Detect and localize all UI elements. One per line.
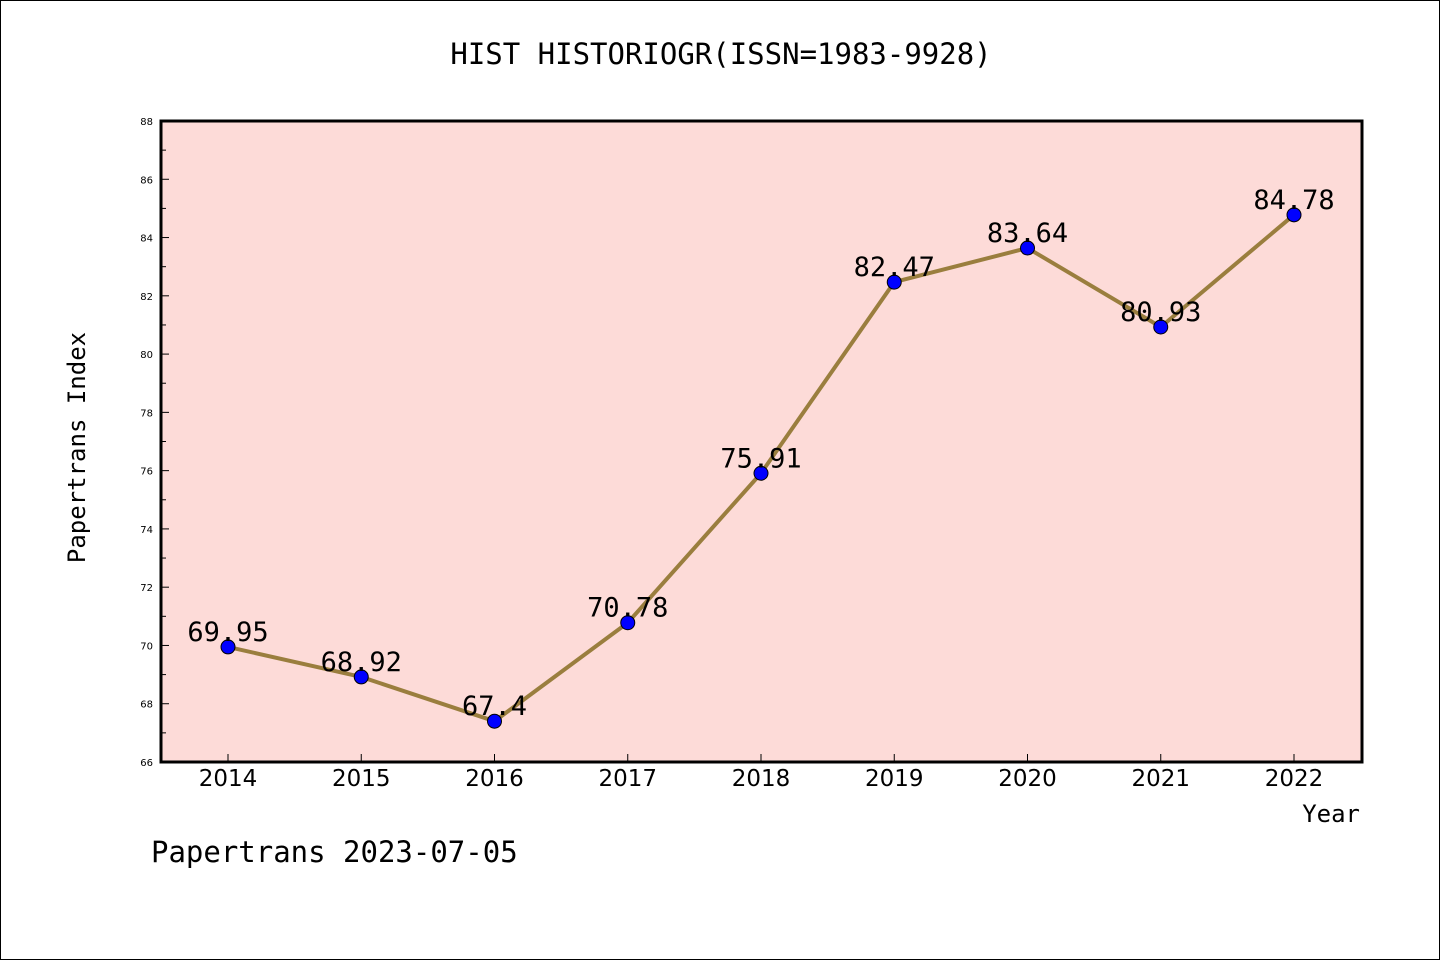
- y-tick-label: 84: [140, 234, 153, 245]
- data-label: 80.93: [1120, 297, 1201, 328]
- data-label: 69.95: [187, 617, 268, 648]
- y-tick-label: 66: [140, 758, 153, 769]
- data-point: [1286, 207, 1302, 223]
- data-label: 70.78: [587, 593, 668, 624]
- x-axis: 2014 2015 2016 2017 2018 2019 2020 2021 2022: [199, 754, 1324, 792]
- y-tick-label: 68: [140, 700, 153, 711]
- data-label: 83.64: [987, 218, 1068, 249]
- y-tick-label: 88: [140, 117, 153, 128]
- y-axis-label: Papertrans Index: [63, 332, 91, 563]
- x-tick-label: 2022: [1265, 766, 1324, 792]
- x-tick-label: 2017: [598, 766, 657, 792]
- y-tick-label: 78: [140, 408, 153, 419]
- data-label: 68.92: [321, 647, 402, 678]
- data-label: 84.78: [1253, 185, 1334, 216]
- y-tick-label: 70: [140, 641, 153, 652]
- footer-text: Papertrans 2023-07-05: [151, 835, 518, 869]
- data-point: [487, 713, 502, 729]
- data-label: 67.4: [462, 691, 527, 722]
- x-tick-label: 2019: [865, 766, 924, 792]
- x-tick-label: 2021: [1131, 766, 1190, 792]
- data-labels: 69.95 68.92 67.4 70.78 75.91 82.47 83.64 80.93 8…: [187, 185, 1334, 722]
- x-tick-label: 2016: [465, 766, 524, 792]
- y-tick-label: 80: [140, 350, 153, 361]
- data-label: 75.91: [720, 443, 801, 474]
- y-tick-label: 74: [140, 525, 153, 536]
- chart-title: HIST HISTORIOGR(ISSN=1983-9928): [450, 37, 992, 71]
- y-tick-label: 76: [140, 467, 153, 478]
- x-tick-label: 2020: [998, 766, 1057, 792]
- x-axis-label: Year: [1302, 800, 1360, 828]
- data-point: [1153, 319, 1169, 335]
- data-point: [353, 669, 369, 685]
- data-point: [1020, 240, 1035, 256]
- data-label: 82.47: [854, 252, 935, 283]
- plot-area: [159, 119, 1364, 764]
- x-tick-label: 2015: [332, 766, 391, 792]
- series-markers: [220, 207, 1302, 729]
- data-point: [620, 615, 636, 631]
- y-axis: 66 68 70 72 74 76 78 80 82 84 86 88: [140, 117, 169, 769]
- data-point: [886, 274, 902, 290]
- x-tick-label: 2014: [199, 766, 258, 792]
- x-tick-label: 2018: [732, 766, 791, 792]
- data-point: [220, 639, 236, 655]
- y-tick-label: 72: [140, 583, 153, 594]
- data-point: [753, 465, 769, 481]
- y-tick-label: 86: [140, 175, 153, 186]
- y-tick-label: 82: [140, 292, 153, 303]
